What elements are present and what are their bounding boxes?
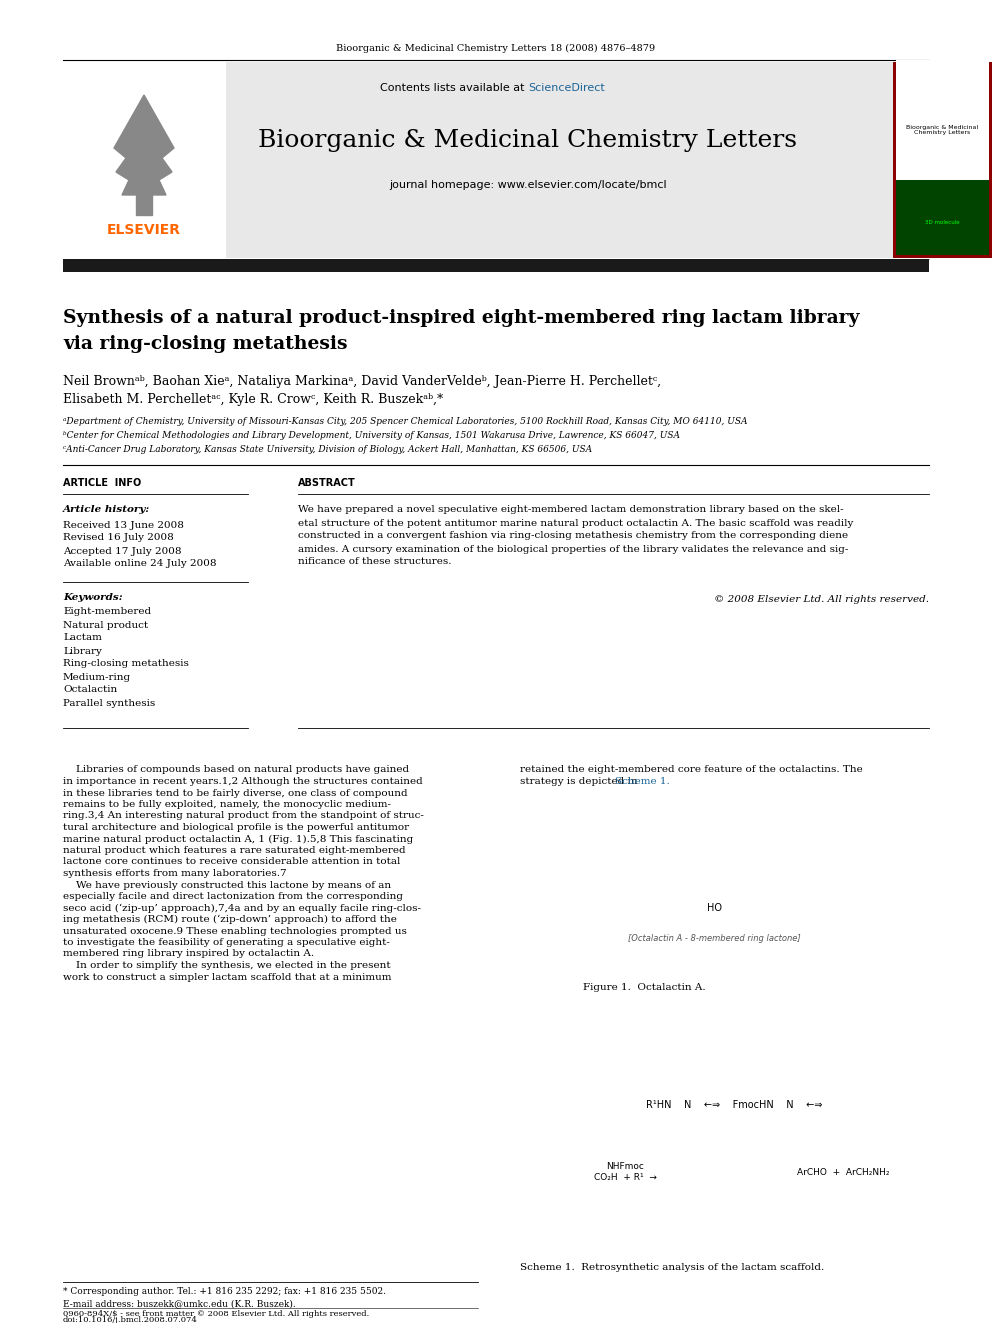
Text: * Corresponding author. Tel.: +1 816 235 2292; fax: +1 816 235 5502.: * Corresponding author. Tel.: +1 816 235… xyxy=(63,1287,386,1297)
Text: Keywords:: Keywords: xyxy=(63,593,123,602)
Text: Octalactin: Octalactin xyxy=(63,685,117,695)
Text: ArCHO  +  ArCH₂NH₂: ArCHO + ArCH₂NH₂ xyxy=(797,1168,890,1176)
Polygon shape xyxy=(136,194,152,216)
Bar xyxy=(896,60,989,180)
Text: Available online 24 July 2008: Available online 24 July 2008 xyxy=(63,560,216,569)
Text: We have previously constructed this lactone by means of an: We have previously constructed this lact… xyxy=(63,881,391,889)
Text: Scheme 1.: Scheme 1. xyxy=(615,777,670,786)
Text: ᶜAnti-Cancer Drug Laboratory, Kansas State University, Division of Biology, Acke: ᶜAnti-Cancer Drug Laboratory, Kansas Sta… xyxy=(63,446,592,455)
Text: ᵇCenter for Chemical Methodologies and Library Development, University of Kansas: ᵇCenter for Chemical Methodologies and L… xyxy=(63,431,680,441)
Text: strategy is depicted in: strategy is depicted in xyxy=(520,777,641,786)
Text: retained the eight-membered core feature of the octalactins. The: retained the eight-membered core feature… xyxy=(520,766,863,774)
Text: Parallel synthesis: Parallel synthesis xyxy=(63,699,156,708)
Text: unsaturated oxocene.9 These enabling technologies prompted us: unsaturated oxocene.9 These enabling tec… xyxy=(63,926,407,935)
Text: Article history:: Article history: xyxy=(63,505,150,515)
Text: ARTICLE  INFO: ARTICLE INFO xyxy=(63,478,141,488)
Text: Eight-membered: Eight-membered xyxy=(63,607,151,617)
Text: Library: Library xyxy=(63,647,102,655)
Text: ABSTRACT: ABSTRACT xyxy=(298,478,356,488)
Text: amides. A cursory examination of the biological properties of the library valida: amides. A cursory examination of the bio… xyxy=(298,545,848,553)
Text: Bioorganic & Medicinal Chemistry Letters: Bioorganic & Medicinal Chemistry Letters xyxy=(259,128,798,152)
Text: etal structure of the potent antitumor marine natural product octalactin A. The : etal structure of the potent antitumor m… xyxy=(298,519,853,528)
Text: via ring-closing metathesis: via ring-closing metathesis xyxy=(63,335,347,353)
Text: Ring-closing metathesis: Ring-closing metathesis xyxy=(63,659,188,668)
Text: remains to be fully exploited, namely, the monocyclic medium-: remains to be fully exploited, namely, t… xyxy=(63,800,391,808)
Text: lactone core continues to receive considerable attention in total: lactone core continues to receive consid… xyxy=(63,857,401,867)
Text: Revised 16 July 2008: Revised 16 July 2008 xyxy=(63,533,174,542)
Text: Received 13 June 2008: Received 13 June 2008 xyxy=(63,520,184,529)
Text: marine natural product octalactin A, 1 (Fig. 1).5,8 This fascinating: marine natural product octalactin A, 1 (… xyxy=(63,835,414,844)
Text: Scheme 1.  Retrosynthetic analysis of the lactam scaffold.: Scheme 1. Retrosynthetic analysis of the… xyxy=(520,1262,824,1271)
Text: synthesis efforts from many laboratories.7: synthesis efforts from many laboratories… xyxy=(63,869,287,878)
Polygon shape xyxy=(114,95,174,194)
Text: Natural product: Natural product xyxy=(63,620,148,630)
Text: Neil Brownᵃᵇ, Baohan Xieᵃ, Nataliya Markinaᵃ, David VanderVeldeᵇ, Jean-Pierre H.: Neil Brownᵃᵇ, Baohan Xieᵃ, Nataliya Mark… xyxy=(63,376,661,389)
Text: natural product which features a rare saturated eight-membered: natural product which features a rare sa… xyxy=(63,845,406,855)
Text: work to construct a simpler lactam scaffold that at a minimum: work to construct a simpler lactam scaff… xyxy=(63,972,392,982)
Text: ELSEVIER: ELSEVIER xyxy=(107,224,181,237)
Text: Figure 1.  Octalactin A.: Figure 1. Octalactin A. xyxy=(583,983,705,991)
Text: in these libraries tend to be fairly diverse, one class of compound: in these libraries tend to be fairly div… xyxy=(63,789,408,798)
Text: especially facile and direct lactonization from the corresponding: especially facile and direct lactonizati… xyxy=(63,892,403,901)
Text: NHFmoc
CO₂H  + R¹  →: NHFmoc CO₂H + R¹ → xyxy=(593,1163,657,1181)
Text: nificance of these structures.: nificance of these structures. xyxy=(298,557,451,566)
Text: Libraries of compounds based on natural products have gained: Libraries of compounds based on natural … xyxy=(63,766,409,774)
Text: 3D molecule: 3D molecule xyxy=(925,220,959,225)
Text: Bioorganic & Medicinal
Chemistry Letters: Bioorganic & Medicinal Chemistry Letters xyxy=(906,124,978,135)
Text: ScienceDirect: ScienceDirect xyxy=(528,83,605,93)
Text: Accepted 17 July 2008: Accepted 17 July 2008 xyxy=(63,546,182,556)
Text: HO: HO xyxy=(706,902,722,913)
Text: Contents lists available at: Contents lists available at xyxy=(380,83,528,93)
Text: doi:10.1016/j.bmcl.2008.07.074: doi:10.1016/j.bmcl.2008.07.074 xyxy=(63,1316,197,1323)
Text: Medium-ring: Medium-ring xyxy=(63,672,131,681)
Text: in importance in recent years.1,2 Although the structures contained: in importance in recent years.1,2 Althou… xyxy=(63,777,423,786)
Text: In order to simplify the synthesis, we elected in the present: In order to simplify the synthesis, we e… xyxy=(63,960,391,970)
Text: R¹HN    N    ←⇒    FmocHN    N    ←⇒: R¹HN N ←⇒ FmocHN N ←⇒ xyxy=(646,1099,822,1110)
Text: E-mail address: buszekk@umkc.edu (K.R. Buszek).: E-mail address: buszekk@umkc.edu (K.R. B… xyxy=(63,1299,296,1308)
Bar xyxy=(63,62,929,258)
Text: Bioorganic & Medicinal Chemistry Letters 18 (2008) 4876–4879: Bioorganic & Medicinal Chemistry Letters… xyxy=(336,44,656,53)
Text: ᵃDepartment of Chemistry, University of Missouri-Kansas City, 205 Spencer Chemic: ᵃDepartment of Chemistry, University of … xyxy=(63,418,748,426)
Text: constructed in a convergent fashion via ring-closing metathesis chemistry from t: constructed in a convergent fashion via … xyxy=(298,532,848,541)
Text: tural architecture and biological profile is the powerful antitumor: tural architecture and biological profil… xyxy=(63,823,409,832)
Text: Elisabeth M. Perchelletᵃᶜ, Kyle R. Crowᶜ, Keith R. Buszekᵃᵇ,*: Elisabeth M. Perchelletᵃᶜ, Kyle R. Crowᶜ… xyxy=(63,393,443,406)
Text: © 2008 Elsevier Ltd. All rights reserved.: © 2008 Elsevier Ltd. All rights reserved… xyxy=(714,595,929,605)
Text: membered ring library inspired by octalactin A.: membered ring library inspired by octala… xyxy=(63,950,314,958)
Text: ing metathesis (RCM) route (‘zip-down’ approach) to afford the: ing metathesis (RCM) route (‘zip-down’ a… xyxy=(63,914,397,925)
Text: [Octalactin A - 8-membered ring lactone]: [Octalactin A - 8-membered ring lactone] xyxy=(628,934,801,942)
Text: We have prepared a novel speculative eight-membered lactam demonstration library: We have prepared a novel speculative eig… xyxy=(298,505,843,515)
Text: Synthesis of a natural product-inspired eight-membered ring lactam library: Synthesis of a natural product-inspired … xyxy=(63,310,859,327)
Bar xyxy=(63,259,929,273)
Bar xyxy=(63,62,226,258)
Text: seco acid (‘zip-up’ approach),7,4a and by an equally facile ring-clos-: seco acid (‘zip-up’ approach),7,4a and b… xyxy=(63,904,421,913)
Text: Lactam: Lactam xyxy=(63,634,102,643)
Bar xyxy=(893,62,992,258)
Text: ring.3,4 An interesting natural product from the standpoint of struc-: ring.3,4 An interesting natural product … xyxy=(63,811,424,820)
Text: journal homepage: www.elsevier.com/locate/bmcl: journal homepage: www.elsevier.com/locat… xyxy=(389,180,667,191)
Bar xyxy=(896,180,989,255)
Text: to investigate the feasibility of generating a speculative eight-: to investigate the feasibility of genera… xyxy=(63,938,390,947)
Text: 0960-894X/$ - see front matter © 2008 Elsevier Ltd. All rights reserved.: 0960-894X/$ - see front matter © 2008 El… xyxy=(63,1310,369,1318)
